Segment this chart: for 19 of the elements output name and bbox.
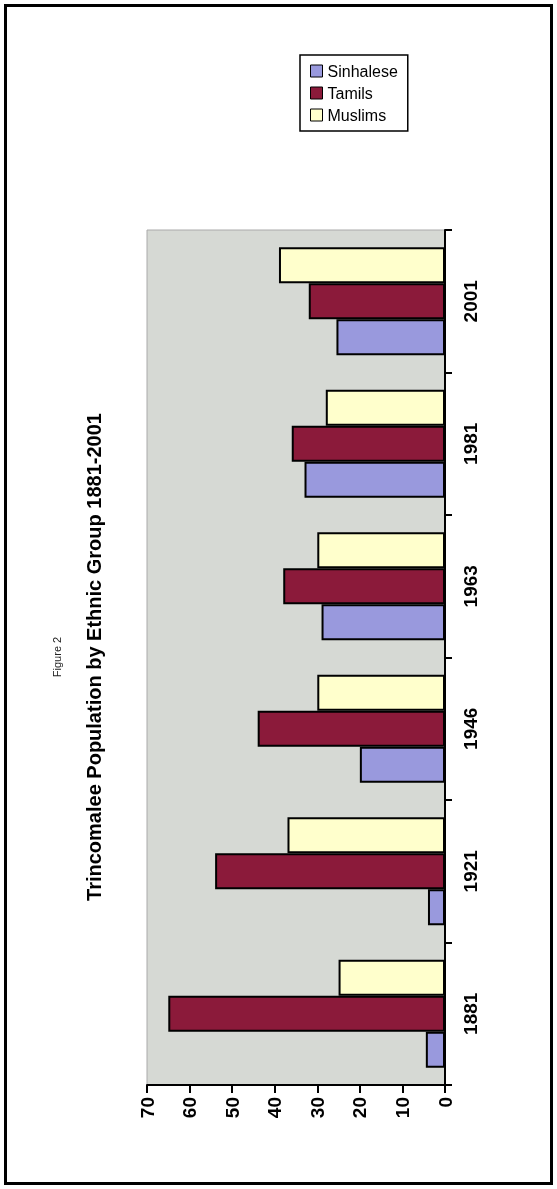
y-tick-label: 1963 [460,565,481,608]
y-tick-label: 1881 [460,992,481,1035]
caption: Figure 2 [51,636,63,678]
x-tick-label: 20 [349,1097,371,1119]
legend-label: Sinhalese [327,62,398,80]
y-tick-label: 1981 [460,422,481,465]
y-tick-label: 2001 [460,279,481,323]
legend-label: Tamils [327,84,373,102]
y-tick-label: 1946 [460,707,481,750]
legend-label: Muslims [327,106,387,124]
x-tick-label: 50 [221,1097,243,1119]
x-tick-label: 40 [264,1097,286,1119]
x-tick-label: 0 [434,1097,456,1108]
x-tick-label: 10 [391,1097,413,1119]
x-tick-label: 60 [179,1097,201,1119]
text: Trincomalee Population by Ethnic Group 1881-2001 [83,413,105,901]
x-tick-label: 70 [136,1097,158,1119]
x-tick-label: 30 [306,1097,328,1119]
y-tick-label: 1921 [460,849,481,893]
